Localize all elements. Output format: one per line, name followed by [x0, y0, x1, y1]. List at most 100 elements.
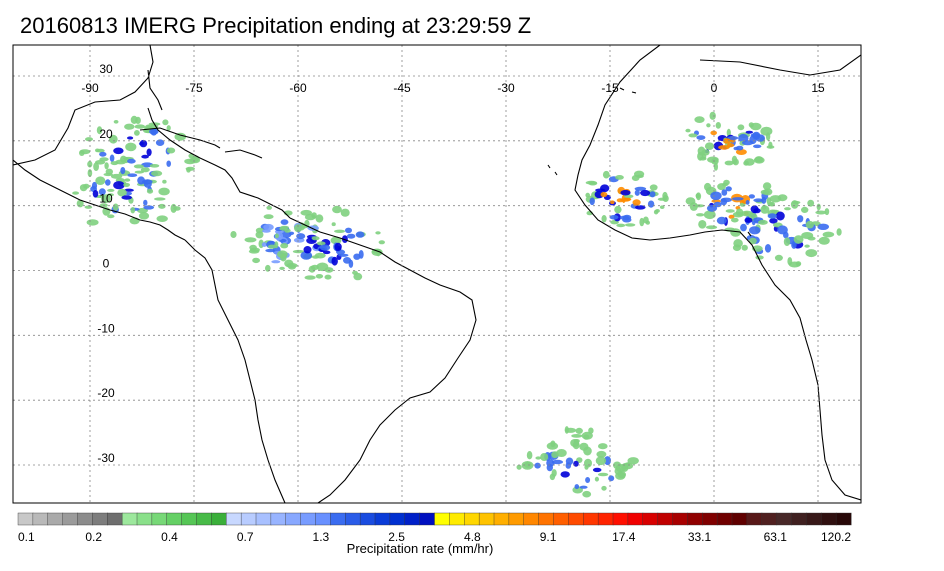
coastline-mexico-gulf — [13, 159, 186, 241]
precip-cell — [86, 219, 99, 226]
precip-cell — [117, 188, 127, 197]
precip-cell — [154, 197, 166, 201]
precip-cell — [706, 123, 711, 128]
precip-cell — [314, 252, 326, 259]
precip-cell — [743, 160, 749, 166]
precip-cell — [137, 207, 148, 214]
precip-cell — [105, 179, 111, 186]
precip-cell — [727, 136, 739, 140]
precip-cell — [125, 191, 132, 196]
precip-cell — [760, 189, 770, 195]
precip-cell — [623, 197, 632, 201]
precip-cell — [348, 259, 354, 268]
precip-cell — [740, 210, 753, 217]
precip-cell — [534, 462, 541, 469]
precip-cell — [130, 115, 138, 124]
precip-cell — [688, 133, 698, 138]
coastline-bioko — [747, 231, 752, 237]
precip-cell — [564, 427, 577, 433]
coastline-south-america — [184, 217, 477, 503]
precip-cell — [375, 231, 381, 235]
precip-cell — [121, 195, 132, 200]
precip-cell — [113, 147, 124, 155]
latitude-tick-label: -20 — [97, 386, 115, 400]
precip-cell — [711, 157, 719, 165]
precip-cell — [807, 236, 816, 241]
longitude-tick-label: -90 — [81, 81, 99, 95]
precip-cell — [723, 138, 731, 144]
precip-cell — [598, 443, 608, 450]
precip-cell — [639, 217, 645, 227]
precip-cell — [546, 463, 553, 472]
precip-cell — [588, 427, 594, 434]
precip-cell — [280, 243, 289, 249]
latitude-tick-label: 0 — [103, 257, 110, 271]
precip-cell — [341, 235, 348, 244]
precip-cell — [790, 200, 799, 209]
precip-cell — [705, 225, 718, 230]
precip-cell — [698, 220, 707, 229]
precip-cell — [609, 215, 619, 220]
precip-cell — [139, 139, 148, 148]
precip-cell — [174, 132, 187, 141]
precip-cell — [775, 211, 785, 221]
precip-cell — [689, 202, 698, 211]
longitude-tick-label: 0 — [711, 81, 718, 95]
precip-cell — [744, 217, 753, 223]
precip-cell — [704, 182, 712, 191]
precip-cell — [818, 236, 830, 245]
precip-cell — [735, 145, 744, 151]
precip-cell — [316, 241, 326, 246]
precip-cell — [115, 159, 127, 165]
precip-cell — [575, 427, 583, 434]
precip-cell — [720, 197, 732, 203]
precip-cell — [805, 220, 814, 229]
precip-cell — [740, 223, 747, 232]
precip-cell — [620, 189, 631, 196]
precip-cell — [579, 442, 589, 451]
precip-cell — [600, 184, 610, 193]
precip-cell — [124, 178, 131, 182]
precip-cell — [346, 233, 356, 239]
precip-cell — [649, 184, 658, 191]
precip-cell — [334, 242, 342, 251]
precip-cell — [155, 139, 165, 146]
precip-cell — [120, 167, 126, 175]
precip-cell — [584, 458, 592, 468]
precip-cell — [615, 175, 624, 180]
precip-cell — [579, 485, 588, 489]
precip-cell — [709, 111, 716, 120]
precip-cell — [304, 275, 316, 280]
precip-cell — [99, 157, 109, 162]
precip-cell — [307, 225, 320, 231]
precip-cell — [261, 242, 267, 248]
precip-cell — [516, 464, 522, 470]
precip-cell — [138, 212, 150, 220]
precip-cell — [540, 453, 549, 461]
precip-cell — [783, 237, 791, 246]
precip-cell — [797, 215, 804, 223]
precip-cell — [92, 190, 99, 198]
precipitation-layer — [72, 111, 842, 498]
precip-cell — [807, 199, 815, 207]
precip-cell — [303, 246, 312, 254]
precip-cell — [696, 135, 706, 141]
precip-cell — [107, 193, 114, 197]
precip-cell — [146, 188, 154, 194]
precip-cell — [793, 235, 804, 244]
precip-cell — [614, 467, 622, 475]
precip-cell — [592, 467, 602, 473]
longitude-tick-label: -30 — [497, 81, 515, 95]
precip-cell — [735, 149, 747, 155]
precip-cell — [162, 179, 167, 184]
precip-cell — [574, 484, 580, 490]
coastline-cape-verde — [547, 164, 558, 176]
precip-cell — [323, 250, 331, 255]
precip-cell — [108, 134, 118, 144]
precip-cell — [647, 200, 655, 208]
coastline-hispaniola — [224, 149, 263, 159]
precip-cell — [588, 181, 598, 186]
precip-cell — [535, 456, 542, 460]
longitude-labels: -90 -75 -60 -45 -30 -15 0 15 — [81, 81, 825, 95]
